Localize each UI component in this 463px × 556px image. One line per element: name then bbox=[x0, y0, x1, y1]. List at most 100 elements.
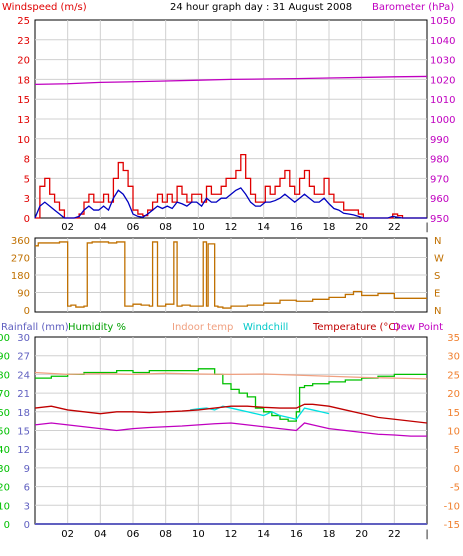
temp-tick-10: 10 bbox=[447, 427, 460, 438]
x-tick-bottom-14: 14 bbox=[257, 529, 270, 540]
x-tick-bottom-end: | bbox=[425, 529, 428, 540]
temp-tick-15: 15 bbox=[447, 408, 460, 419]
humidity-tick-100: 100 bbox=[0, 333, 10, 344]
humidity-tick-80: 80 bbox=[0, 370, 10, 381]
baro-tick-1040: 1040 bbox=[430, 36, 455, 47]
x-tick-bottom-08: 08 bbox=[159, 529, 172, 540]
temp-tick-30: 30 bbox=[447, 352, 460, 363]
compass-tick-2: S bbox=[434, 271, 440, 282]
humidity-tick-70: 70 bbox=[0, 389, 10, 400]
wind-tick-5: 5 bbox=[24, 174, 30, 185]
humidity-tick-60: 60 bbox=[0, 408, 10, 419]
rain-tick-9: 9 bbox=[24, 464, 30, 475]
legend-windchill: Windchill bbox=[243, 322, 288, 333]
wind-tick-13: 13 bbox=[17, 115, 30, 126]
rain-tick-27: 27 bbox=[17, 352, 30, 363]
temp-tick--10: -10 bbox=[444, 501, 460, 512]
wind-tick-23: 23 bbox=[17, 36, 30, 47]
temp-tick-20: 20 bbox=[447, 389, 460, 400]
baro-tick-1010: 1010 bbox=[430, 95, 455, 106]
legend-temperature: Temperature (°C) bbox=[312, 322, 399, 333]
x-tick-bottom-16: 16 bbox=[290, 529, 303, 540]
compass-tick-0: N bbox=[434, 236, 441, 247]
rain-tick-3: 3 bbox=[24, 501, 30, 512]
x-tick-bottom-10: 10 bbox=[192, 529, 205, 540]
x-tick-top-08: 08 bbox=[159, 222, 172, 233]
x-tick-top-14: 14 bbox=[257, 222, 270, 233]
x-tick-top-16: 16 bbox=[290, 222, 303, 233]
dir-tick-360: 360 bbox=[11, 236, 30, 247]
rain-tick-0: 0 bbox=[24, 520, 30, 531]
dir-tick-180: 180 bbox=[11, 271, 30, 282]
legend: Rainfall (mm) Humidity % Indoor temp Win… bbox=[1, 322, 443, 333]
barometer-axis-label: Barometer (hPa) bbox=[372, 2, 454, 13]
dir-tick-0: 0 bbox=[24, 306, 30, 317]
wind-tick-18: 18 bbox=[17, 75, 30, 86]
baro-tick-990: 990 bbox=[430, 135, 449, 146]
humidity-tick-0: 0 bbox=[4, 520, 10, 531]
x-tick-bottom-20: 20 bbox=[355, 529, 368, 540]
series-windchill bbox=[190, 405, 330, 421]
baro-tick-1050: 1050 bbox=[430, 16, 455, 27]
baro-tick-950: 950 bbox=[430, 214, 449, 225]
temp-tick--15: -15 bbox=[444, 520, 460, 531]
x-tick-top-06: 06 bbox=[127, 222, 140, 233]
wind-tick-3: 3 bbox=[24, 194, 30, 205]
baro-tick-1030: 1030 bbox=[430, 56, 455, 67]
x-tick-bottom-02: 02 bbox=[61, 529, 74, 540]
compass-tick-4: N bbox=[434, 306, 441, 317]
wind-tick-15: 15 bbox=[17, 95, 30, 106]
baro-tick-1020: 1020 bbox=[430, 75, 455, 86]
series-indoor bbox=[34, 371, 428, 380]
temp-tick--5: -5 bbox=[450, 483, 460, 494]
x-tick-top-18: 18 bbox=[323, 222, 336, 233]
x-tick-bottom-06: 06 bbox=[127, 529, 140, 540]
legend-rainfall: Rainfall (mm) bbox=[1, 322, 69, 333]
x-tick-bottom-12: 12 bbox=[225, 529, 238, 540]
x-tick-top-02: 02 bbox=[61, 222, 74, 233]
baro-tick-1000: 1000 bbox=[430, 115, 455, 126]
x-tick-top-end: | bbox=[425, 222, 428, 233]
humidity-tick-40: 40 bbox=[0, 445, 10, 456]
humidity-tick-50: 50 bbox=[0, 427, 10, 438]
rain-tick-15: 15 bbox=[17, 427, 30, 438]
wind-tick-20: 20 bbox=[17, 56, 30, 67]
baro-tick-970: 970 bbox=[430, 174, 449, 185]
baro-tick-980: 980 bbox=[430, 155, 449, 166]
humidity-tick-10: 10 bbox=[0, 501, 10, 512]
x-tick-bottom-18: 18 bbox=[323, 529, 336, 540]
dir-tick-270: 270 bbox=[11, 254, 30, 265]
rain-tick-6: 6 bbox=[24, 483, 30, 494]
wind-tick-25: 25 bbox=[17, 16, 30, 27]
rain-tick-18: 18 bbox=[17, 408, 30, 419]
series-dewpoint bbox=[34, 422, 427, 437]
rain-tick-24: 24 bbox=[17, 370, 30, 381]
x-tick-top-12: 12 bbox=[225, 222, 238, 233]
x-tick-bottom-22: 22 bbox=[388, 529, 401, 540]
rain-tick-12: 12 bbox=[17, 445, 30, 456]
series-wind-average bbox=[34, 187, 427, 219]
dir-tick-90: 90 bbox=[17, 289, 30, 300]
compass-tick-3: E bbox=[434, 289, 440, 300]
series-humidity bbox=[35, 368, 427, 422]
temp-tick-25: 25 bbox=[447, 370, 460, 381]
windspeed-axis-label: Windspeed (m/s) bbox=[2, 2, 87, 13]
legend-indoor-temp: Indoor temp bbox=[172, 322, 233, 333]
x-tick-top-10: 10 bbox=[192, 222, 205, 233]
wind-tick-0: 0 bbox=[24, 214, 30, 225]
temp-tick-5: 5 bbox=[454, 445, 460, 456]
humidity-tick-20: 20 bbox=[0, 483, 10, 494]
legend-humidity: Humidity % bbox=[68, 322, 126, 333]
legend-dew-point: Dew Point bbox=[393, 322, 443, 333]
series-barometer bbox=[34, 75, 428, 85]
x-tick-top-22: 22 bbox=[388, 222, 401, 233]
humidity-tick-30: 30 bbox=[0, 464, 10, 475]
temp-tick-0: 0 bbox=[454, 464, 460, 475]
x-tick-top-20: 20 bbox=[355, 222, 368, 233]
x-tick-top-04: 04 bbox=[94, 222, 107, 233]
rain-tick-21: 21 bbox=[17, 389, 30, 400]
chart-title: 24 hour graph day : 31 August 2008 bbox=[170, 2, 352, 13]
wind-tick-10: 10 bbox=[17, 135, 30, 146]
series-temperature bbox=[34, 403, 428, 424]
